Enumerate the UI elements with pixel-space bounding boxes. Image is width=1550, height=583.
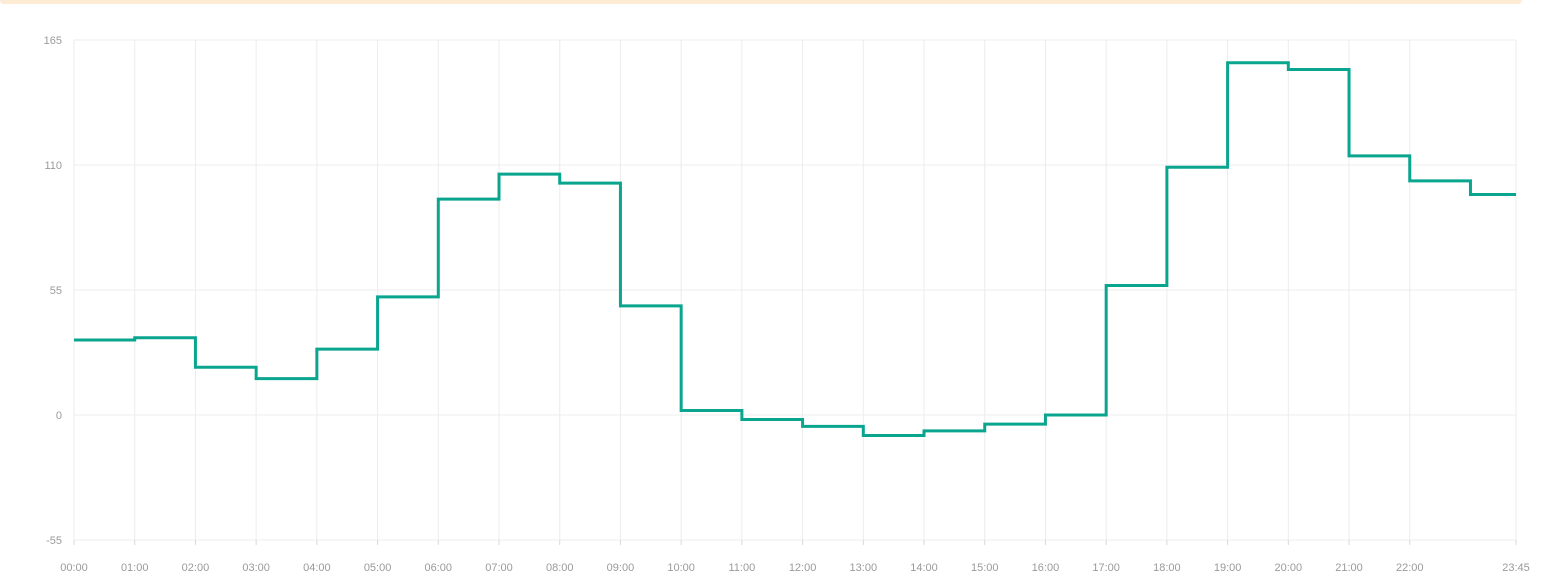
- x-tick-label: 21:00: [1335, 562, 1363, 574]
- x-tick-label: 12:00: [789, 562, 817, 574]
- series-line: [74, 61, 1516, 437]
- x-tick-label: 07:00: [485, 562, 513, 574]
- x-tick-label: 17:00: [1092, 562, 1120, 574]
- x-tick-label: 10:00: [667, 562, 695, 574]
- x-tick-label: 06:00: [425, 562, 453, 574]
- y-axis-labels: 165 110 55 0 -55: [44, 35, 62, 547]
- x-tick-label: 20:00: [1275, 562, 1303, 574]
- x-tick-label: 22:00: [1396, 562, 1424, 574]
- grid-lines: [73, 39, 1517, 545]
- x-tick-label: 16:00: [1032, 562, 1060, 574]
- y-tick-label: 0: [56, 410, 62, 422]
- x-tick-label: 04:00: [303, 562, 331, 574]
- x-tick-label: 23:45: [1502, 562, 1530, 574]
- y-tick-label: 55: [50, 285, 62, 297]
- x-axis-labels: 00:00 01:00 02:00 03:00 04:00 05:00 06:00 07:00…: [60, 562, 1530, 574]
- top-banner-edge: [0, 0, 1522, 4]
- x-tick-label: 08:00: [546, 562, 574, 574]
- x-tick-label: 11:00: [729, 562, 756, 574]
- x-tick-label: 13:00: [850, 562, 878, 574]
- y-tick-label: 110: [44, 160, 62, 172]
- x-tick-label: 02:00: [182, 562, 210, 574]
- x-tick-label: 01:00: [121, 562, 149, 574]
- x-tick-label: 05:00: [364, 562, 392, 574]
- y-tick-label: 165: [44, 35, 62, 47]
- x-tick-label: 03:00: [242, 562, 270, 574]
- y-tick-label: -55: [46, 535, 62, 547]
- x-tick-label: 00:00: [60, 562, 88, 574]
- x-tick-label: 14:00: [910, 562, 938, 574]
- x-tick-label: 09:00: [607, 562, 635, 574]
- x-tick-label: 19:00: [1214, 562, 1242, 574]
- x-tick-label: 18:00: [1153, 562, 1181, 574]
- x-tick-label: 15:00: [971, 562, 999, 574]
